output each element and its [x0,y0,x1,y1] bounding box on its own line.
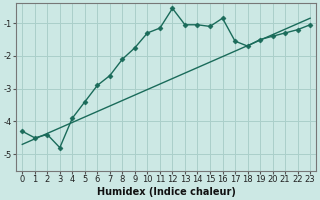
X-axis label: Humidex (Indice chaleur): Humidex (Indice chaleur) [97,187,236,197]
